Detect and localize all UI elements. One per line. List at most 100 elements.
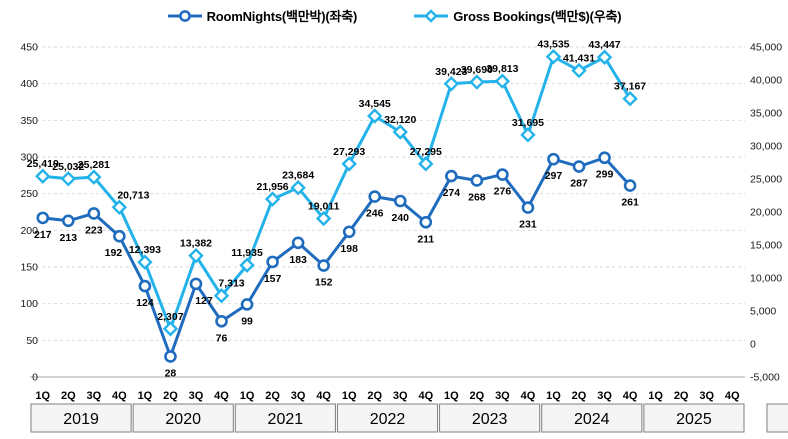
x-axis-quarter-label: 2Q [265, 390, 280, 402]
year-label: 2023 [472, 411, 508, 428]
x-axis-quarter-label: 3Q [393, 390, 408, 402]
x-axis-quarter-label: 1Q [444, 390, 459, 402]
year-band-cell [132, 403, 234, 433]
data-point-marker [571, 62, 587, 79]
data-point-label: 2,307 [157, 311, 183, 323]
data-point-marker [62, 214, 75, 228]
data-point-label: 276 [494, 186, 512, 198]
data-point-label: 261 [621, 197, 639, 209]
x-axis-quarter-label: 2Q [470, 390, 485, 402]
left-axis-tick-label: 250 [20, 188, 38, 200]
data-point-marker [86, 169, 102, 185]
data-point-marker [215, 314, 228, 328]
data-point-marker [368, 190, 382, 203]
data-point-marker [598, 151, 611, 165]
x-axis-quarter-label: 2Q [674, 390, 689, 402]
data-point-marker [572, 160, 586, 173]
right-axis-tick-label: 35,000 [750, 108, 782, 120]
x-axis-quarter-label: 4Q [725, 390, 740, 402]
data-point-marker [494, 73, 511, 89]
data-point-label: 27,295 [410, 146, 442, 158]
x-axis-quarter-label: 4Q [112, 390, 127, 402]
left-axis-tick-label: 150 [20, 262, 38, 274]
year-band-cell [234, 403, 336, 433]
left-axis-tick-label: 0 [32, 372, 38, 384]
chart-legend: RoomNights(백만박)(좌축) Gross Bookings(백만$)(… [0, 6, 788, 25]
data-point-label: 287 [570, 178, 588, 190]
right-axis-tick-label: 0 [750, 339, 756, 351]
x-axis-quarter-label: 4Q [316, 390, 331, 402]
data-point-marker [419, 215, 433, 229]
year-label: 2022 [370, 411, 406, 428]
year-label: 2024 [574, 411, 610, 428]
x-axis-quarter-label: 4Q [623, 390, 638, 402]
data-point-marker [521, 201, 535, 214]
data-point-marker [266, 255, 279, 269]
data-point-marker [290, 179, 306, 196]
data-point-label: 12,393 [129, 244, 161, 256]
left-axis-tick-label: 350 [20, 115, 38, 127]
data-point-label: 274 [443, 187, 461, 199]
year-label: 2025 [676, 411, 712, 428]
x-axis-quarter-label: 3Q [495, 390, 510, 402]
right-axis-tick-label: 10,000 [750, 273, 782, 285]
data-point-label: 240 [392, 212, 410, 224]
data-point-label: 34,545 [359, 98, 391, 110]
data-point-label: 268 [468, 191, 486, 203]
data-point-marker [547, 152, 560, 166]
data-point-label: 299 [596, 169, 614, 181]
data-point-label: 43,535 [537, 39, 569, 51]
circle-marker-icon [167, 9, 202, 22]
data-point-label: 25,032 [52, 161, 84, 173]
data-point-marker [35, 168, 51, 184]
left-axis-tick-label: 200 [20, 225, 38, 237]
x-axis-quarter-label: 3Q [189, 390, 204, 402]
data-point-label: 13,382 [180, 238, 212, 250]
data-point-label: 213 [60, 232, 78, 244]
x-axis-quarter-label: 1Q [648, 390, 663, 402]
data-point-marker [367, 108, 383, 124]
data-point-label: 183 [289, 254, 307, 266]
data-point-label: 39,423 [435, 66, 467, 78]
data-point-marker [137, 254, 153, 270]
data-point-label: 99 [241, 315, 253, 327]
x-axis-quarter-label: 2Q [61, 390, 76, 402]
data-point-marker [113, 229, 126, 243]
data-point-label: 127 [195, 295, 213, 307]
data-point-label: 19,011 [308, 201, 340, 213]
data-point-label: 223 [85, 224, 103, 236]
data-point-label: 20,713 [117, 189, 149, 201]
x-axis-quarter-label: 1Q [546, 390, 561, 402]
right-axis-tick-label: 5,000 [750, 306, 776, 318]
right-axis-tick-label: 45,000 [750, 42, 782, 54]
data-point-label: 27,293 [333, 146, 365, 158]
data-point-marker [496, 168, 509, 181]
year-band-cell [336, 403, 439, 433]
x-axis-quarter-label: 1Q [35, 390, 50, 402]
data-point-label: 21,956 [257, 181, 289, 193]
year-band-cell [30, 403, 132, 433]
data-point-marker [545, 48, 562, 65]
data-point-label: 157 [264, 273, 282, 285]
x-axis-quarter-label: 2Q [163, 390, 178, 402]
data-point-marker [213, 288, 230, 304]
right-axis-tick-label: 20,000 [750, 207, 782, 219]
data-point-marker [341, 156, 357, 172]
x-axis-quarter-label: 3Q [86, 390, 101, 402]
data-point-label: 28 [165, 367, 177, 379]
year-band-cell [643, 403, 745, 433]
legend-label-grossbookings: Gross Bookings(백만$)(우축) [453, 9, 622, 24]
data-point-label: 32,120 [384, 114, 416, 126]
left-axis-tick-label: 300 [20, 152, 38, 164]
data-point-label: 198 [340, 243, 358, 255]
roomnights-line [41, 156, 632, 358]
data-point-label: 23,684 [282, 170, 314, 182]
right-axis-tick-label: 25,000 [750, 174, 782, 186]
x-axis-quarter-label: 1Q [240, 390, 255, 402]
x-axis-quarter-label: 3Q [699, 390, 714, 402]
data-point-marker [138, 279, 152, 293]
data-point-label: 246 [366, 208, 384, 220]
x-axis-quarter-label: 2Q [572, 390, 587, 402]
data-point-marker [623, 179, 637, 192]
